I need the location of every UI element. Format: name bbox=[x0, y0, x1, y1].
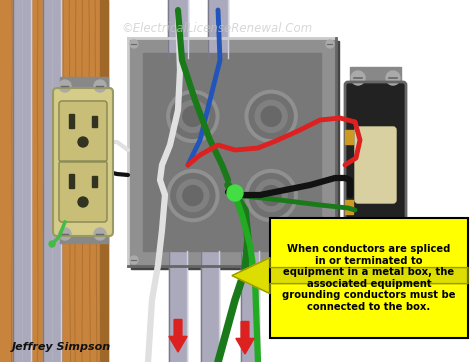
Bar bbox=[241, 251, 259, 362]
Bar bbox=[143, 53, 321, 251]
Circle shape bbox=[326, 256, 334, 264]
Bar bbox=[208, 0, 228, 58]
Circle shape bbox=[177, 180, 209, 211]
Bar bbox=[0, 0, 108, 362]
Polygon shape bbox=[232, 258, 468, 294]
Bar bbox=[131, 41, 339, 269]
Circle shape bbox=[386, 260, 400, 274]
Circle shape bbox=[78, 137, 88, 147]
Bar bbox=[345, 200, 353, 214]
Text: When conductors are spliced
in or terminated to
equipment in a metal box, the
as: When conductors are spliced in or termin… bbox=[282, 244, 456, 312]
Bar bbox=[69, 174, 74, 188]
Circle shape bbox=[59, 228, 71, 240]
Circle shape bbox=[261, 106, 281, 126]
Bar bbox=[350, 256, 401, 278]
Text: Jeffrey Simpson: Jeffrey Simpson bbox=[12, 342, 111, 352]
Bar bbox=[13, 0, 31, 362]
FancyBboxPatch shape bbox=[59, 161, 107, 222]
Bar bbox=[69, 114, 74, 128]
FancyBboxPatch shape bbox=[345, 82, 406, 263]
Bar bbox=[100, 0, 108, 362]
Circle shape bbox=[177, 100, 209, 132]
Circle shape bbox=[255, 180, 287, 211]
Bar bbox=[168, 0, 188, 58]
Bar bbox=[60, 225, 108, 243]
Circle shape bbox=[183, 106, 203, 126]
Circle shape bbox=[183, 186, 203, 206]
Circle shape bbox=[245, 169, 297, 222]
FancyBboxPatch shape bbox=[355, 127, 396, 203]
Text: ©ElectricalLicenseRenewal.Com: ©ElectricalLicenseRenewal.Com bbox=[121, 21, 313, 34]
Circle shape bbox=[130, 40, 138, 48]
Circle shape bbox=[245, 90, 297, 142]
Circle shape bbox=[255, 100, 287, 132]
Circle shape bbox=[167, 169, 219, 222]
Bar bbox=[270, 218, 468, 338]
Bar bbox=[169, 251, 187, 362]
Bar bbox=[128, 38, 336, 266]
Bar bbox=[350, 67, 401, 89]
Bar bbox=[43, 0, 61, 362]
Bar bbox=[92, 176, 97, 187]
Circle shape bbox=[249, 94, 293, 138]
Polygon shape bbox=[236, 321, 254, 354]
Bar bbox=[201, 251, 219, 362]
Circle shape bbox=[351, 71, 365, 85]
Circle shape bbox=[94, 228, 106, 240]
Bar bbox=[270, 218, 468, 338]
FancyBboxPatch shape bbox=[53, 88, 113, 236]
Circle shape bbox=[261, 186, 281, 206]
Circle shape bbox=[326, 40, 334, 48]
Circle shape bbox=[386, 71, 400, 85]
Circle shape bbox=[171, 173, 215, 218]
Circle shape bbox=[167, 90, 219, 142]
Circle shape bbox=[94, 80, 106, 92]
Circle shape bbox=[59, 80, 71, 92]
Circle shape bbox=[249, 173, 293, 218]
Bar bbox=[92, 116, 97, 127]
Circle shape bbox=[227, 185, 243, 201]
Circle shape bbox=[49, 241, 55, 247]
Polygon shape bbox=[169, 320, 187, 352]
Circle shape bbox=[130, 256, 138, 264]
Circle shape bbox=[351, 260, 365, 274]
Bar bbox=[345, 130, 353, 144]
Circle shape bbox=[78, 197, 88, 207]
Circle shape bbox=[171, 94, 215, 138]
Bar bbox=[60, 77, 108, 95]
FancyBboxPatch shape bbox=[59, 101, 107, 162]
